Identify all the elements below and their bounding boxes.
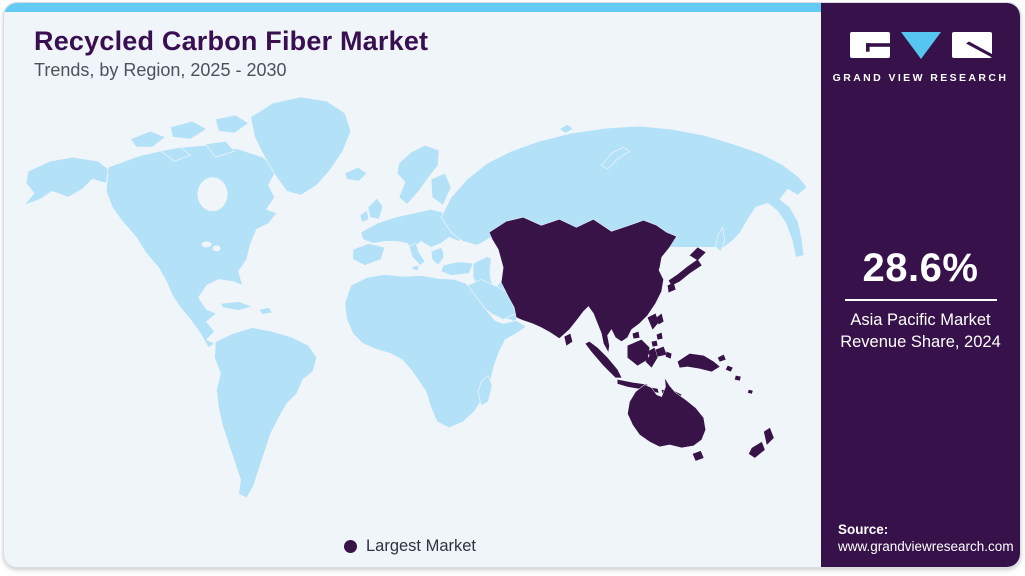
- sea-black-sea: [443, 246, 472, 263]
- land-italy: [408, 242, 426, 271]
- land-north-america: [105, 144, 278, 349]
- source-url: www.grandviewresearch.com: [838, 539, 1014, 554]
- brand-logo: GRAND VIEW RESEARCH: [821, 30, 1020, 84]
- land-madagascar: [477, 375, 493, 407]
- source-label: Source:: [838, 522, 889, 537]
- page-title: Recycled Carbon Fiber Market: [34, 26, 429, 56]
- lake-great-lakes-2: [212, 245, 221, 252]
- region-philippines: [647, 313, 667, 357]
- land-south-america: [214, 327, 318, 499]
- region-tasmania: [692, 450, 704, 461]
- gvr-logo-icon: [849, 32, 992, 59]
- region-new-guinea: [677, 353, 733, 372]
- region-new-zealand: [748, 427, 774, 458]
- land-british-isles: [359, 197, 384, 223]
- lake-great-lakes: [201, 241, 212, 248]
- land-sakhalin: [715, 226, 726, 252]
- region-pacific-islands: [734, 375, 753, 394]
- region-taiwan-hainan: [632, 313, 664, 339]
- region-korea: [649, 251, 662, 280]
- source-block: Source: www.grandviewresearch.com: [838, 522, 1014, 554]
- land-scandinavia: [396, 144, 452, 206]
- region-asia-mainland: [488, 217, 677, 354]
- land-arctic-islands: [129, 114, 250, 162]
- stat-label: Asia Pacific Market Revenue Share, 2024: [840, 311, 1001, 351]
- region-sri-lanka: [564, 333, 573, 346]
- page-subtitle: Trends, by Region, 2025 - 2030: [34, 60, 287, 81]
- stat-block: 28.6% Asia Pacific Market Revenue Share,…: [821, 246, 1020, 354]
- brand-name: GRAND VIEW RESEARCH: [832, 72, 1009, 84]
- world-map-svg: [22, 96, 808, 499]
- landmass-group: [22, 96, 808, 499]
- region-asia-pacific: [488, 217, 774, 461]
- sea-group: [197, 177, 520, 287]
- land-greenland: [250, 96, 352, 196]
- largest-market-dot-icon: [343, 540, 357, 553]
- land-iberia: [352, 242, 386, 266]
- sidebar: GRAND VIEW RESEARCH 28.6% Asia Pacific M…: [821, 3, 1020, 567]
- land-arctic-russia-islands: [558, 123, 631, 170]
- header: Recycled Carbon Fiber Market Trends, by …: [34, 27, 428, 81]
- top-accent-bar: [4, 3, 1020, 12]
- sea-hudson-bay: [197, 177, 228, 212]
- region-japan: [667, 247, 706, 293]
- stat-divider: [844, 299, 997, 301]
- sea-baltic: [419, 186, 431, 204]
- land-caribbean: [220, 301, 274, 315]
- region-australia: [627, 377, 706, 449]
- land-europe: [360, 208, 464, 250]
- land-balkans-greece: [430, 246, 446, 266]
- land-turkey: [440, 261, 474, 276]
- map-legend: Largest Market: [4, 537, 816, 556]
- world-map: [10, 89, 812, 515]
- land-alaska: [22, 156, 109, 207]
- legend-label: Largest Market: [365, 537, 477, 555]
- infographic-card: Recycled Carbon Fiber Market Trends, by …: [3, 2, 1021, 568]
- land-iceland: [344, 166, 368, 182]
- stat-value: 28.6%: [862, 246, 979, 290]
